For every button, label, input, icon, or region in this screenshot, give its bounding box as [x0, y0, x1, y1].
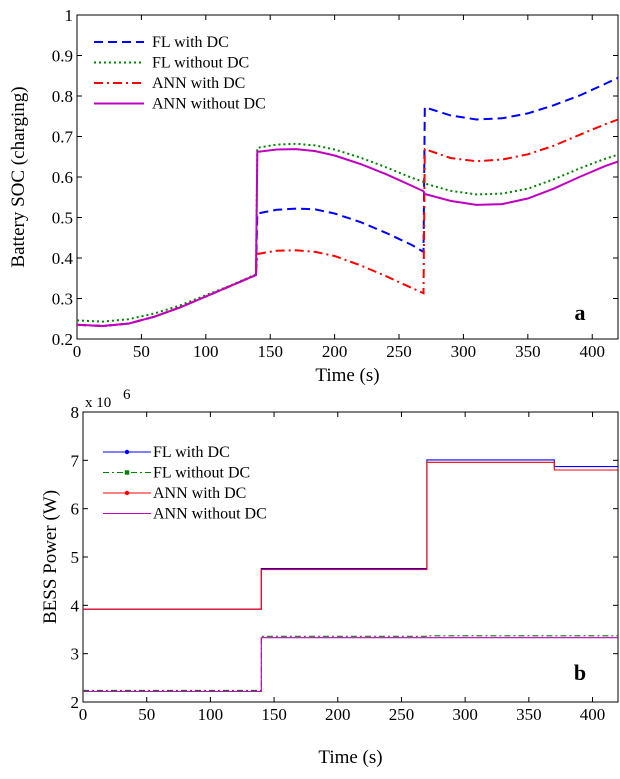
chart-panel-a: 0 50 100 150 200 250 300 350 400 0.2 0.3 0.4 0.5 0.6 0…	[8, 6, 619, 386]
y-tick-label: 0.4	[52, 249, 74, 268]
legend-marker	[124, 449, 130, 455]
series-line-fl-with-dc	[83, 459, 618, 610]
x-axis-label: Time (s)	[315, 365, 379, 386]
series-line-ann-without-dc	[76, 148, 619, 328]
x-tick-label: 50	[138, 705, 155, 724]
series-line-fl-with-dc	[76, 76, 619, 328]
y-tick-label: 7	[71, 451, 80, 470]
x-tick-label: 300	[452, 705, 478, 724]
x-tick-label: 250	[386, 342, 412, 361]
y-tick-label: 0.6	[52, 168, 73, 187]
y-tick-label: 4	[71, 596, 80, 615]
legend-label: ANN without DC	[153, 506, 267, 523]
legend-label: ANN with DC	[153, 485, 246, 502]
y-tick-label: 0.3	[52, 290, 73, 309]
series-line-ann-with-dc	[83, 461, 618, 610]
scale-multiplier: x 10	[85, 395, 111, 411]
y-tick-label: 2	[71, 693, 80, 712]
x-tick-label: 400	[580, 705, 606, 724]
y-tick-label: 0.5	[52, 209, 73, 228]
y-tick-label: 0.9	[52, 47, 73, 66]
x-tick-label: 150	[261, 705, 287, 724]
y-axis-label: BESS Power (W)	[40, 490, 61, 624]
panel-label: b	[574, 660, 586, 685]
x-tick-label: 50	[133, 342, 150, 361]
x-tick-label: 250	[389, 705, 415, 724]
x-axis-label: Time (s)	[318, 747, 382, 768]
x-tick-label: 100	[193, 342, 219, 361]
legend-label: FL without DC	[152, 55, 249, 72]
series-line-ann-without-dc	[83, 637, 618, 692]
chart-panel-b: 0 50 100 150 200 250 300 350 400 2 3 4 5 6 7 8 Time (s) B…	[40, 387, 619, 768]
x-tick-label: 350	[516, 705, 542, 724]
x-tick-label: 200	[325, 705, 351, 724]
legend-marker	[124, 490, 130, 496]
y-axis-label: Battery SOC (charging)	[8, 86, 29, 267]
legend-label: FL with DC	[153, 444, 230, 461]
legend-label: ANN with DC	[152, 75, 245, 92]
y-tick-label: 0.7	[52, 128, 74, 147]
x-tick-label: 300	[451, 342, 477, 361]
y-tick-label: 0.8	[52, 87, 73, 106]
y-tick-label: 5	[71, 548, 80, 567]
y-tick-label: 0.2	[52, 330, 73, 349]
x-tick-label: 0	[73, 342, 82, 361]
legend-label: ANN without DC	[152, 96, 266, 113]
y-tick-label: 1	[65, 6, 74, 25]
legend-marker	[124, 470, 130, 475]
x-tick-label: 400	[579, 342, 605, 361]
legend-label: FL without DC	[153, 465, 250, 482]
series-line-ann-with-dc	[76, 118, 619, 328]
scale-exponent: 6	[123, 387, 131, 403]
y-tick-label: 3	[71, 645, 80, 664]
y-tick-label: 8	[71, 403, 80, 422]
series-line-fl-without-dc	[76, 142, 619, 323]
x-tick-label: 150	[257, 342, 283, 361]
x-tick-label: 350	[515, 342, 541, 361]
panel-label: a	[575, 300, 586, 325]
legend-label: FL with DC	[152, 34, 229, 51]
x-tick-label: 200	[322, 342, 348, 361]
series-line-fl-without-dc	[83, 635, 618, 691]
x-tick-label: 100	[198, 705, 224, 724]
x-tick-label: 0	[79, 705, 88, 724]
y-tick-label: 6	[71, 500, 80, 519]
